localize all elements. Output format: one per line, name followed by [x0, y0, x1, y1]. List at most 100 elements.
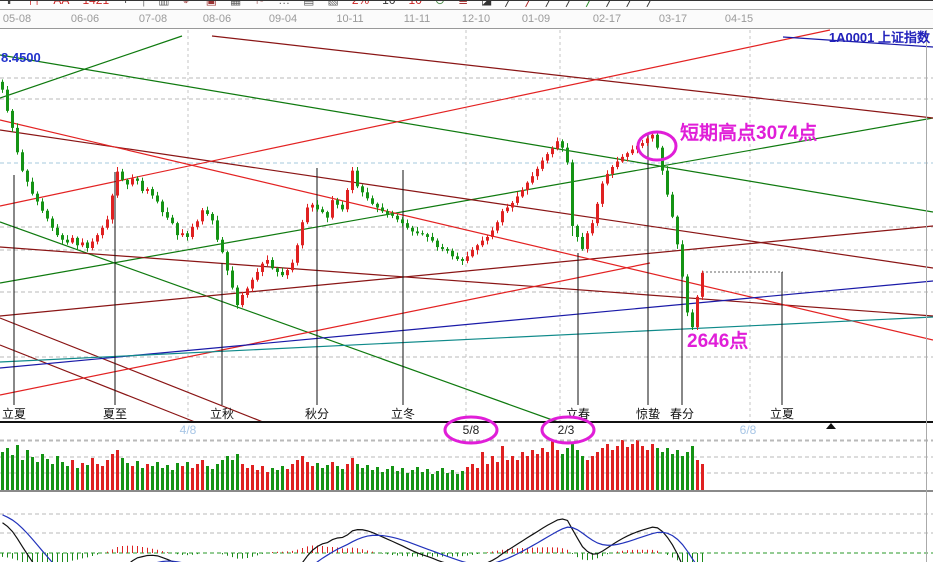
- volume-bar: [341, 469, 344, 490]
- volume-bar: [321, 468, 324, 490]
- volume-bar: [146, 464, 149, 490]
- pen-icon[interactable]: ✐: [182, 0, 193, 7]
- candle: [601, 183, 604, 204]
- candle: [121, 171, 124, 180]
- candle: [6, 89, 9, 111]
- volume-bar: [21, 460, 24, 490]
- volume-bar: [241, 464, 244, 490]
- volume-bar: [416, 467, 419, 490]
- trend-line[interactable]: [0, 54, 933, 213]
- table-icon[interactable]: ▤: [303, 0, 315, 7]
- volume-bar: [221, 460, 224, 490]
- volume-bar: [251, 465, 254, 490]
- candle: [186, 233, 189, 237]
- candle: [136, 178, 139, 181]
- volume-bar: [101, 466, 104, 490]
- trend-line[interactable]: [0, 35, 183, 99]
- trend-line[interactable]: [0, 225, 933, 317]
- date-label: 07-08: [138, 13, 168, 25]
- chart-grid-icon[interactable]: ▦: [230, 0, 242, 7]
- volume-bar: [381, 472, 384, 490]
- candle: [171, 217, 174, 224]
- pointer-icon[interactable]: ◪: [481, 0, 493, 7]
- stamp-icon[interactable]: ▣: [205, 0, 218, 7]
- volume-bar: [296, 460, 299, 490]
- trend-line[interactable]: [0, 262, 651, 396]
- trend-line[interactable]: [211, 35, 933, 119]
- trendline-icon[interactable]: ╱: [606, 0, 614, 7]
- trend-line[interactable]: [0, 221, 559, 423]
- volume-bar: [161, 468, 164, 490]
- volume-bar: [226, 456, 229, 490]
- volume-bar: [1, 452, 4, 490]
- candle: [411, 227, 414, 232]
- volume-bar: [206, 466, 209, 490]
- text-tool-icon[interactable]: AA: [53, 0, 70, 7]
- trendline-icon[interactable]: ╱: [566, 0, 574, 7]
- candle: [191, 226, 194, 237]
- candle: [391, 213, 394, 216]
- highlight-circle-5-8[interactable]: [443, 415, 499, 445]
- trendline-icon[interactable]: ╱: [525, 0, 533, 7]
- trendline-icon[interactable]: ╱: [545, 0, 554, 7]
- volume-bar: [676, 450, 679, 490]
- trend-line[interactable]: [0, 129, 933, 269]
- volume-bar: [581, 456, 584, 490]
- separator-bar[interactable]: |: [142, 0, 146, 7]
- trend-line[interactable]: [0, 316, 933, 363]
- volume-bar: [136, 461, 139, 490]
- volume-bar: [141, 468, 144, 490]
- candle: [196, 221, 199, 227]
- trendline-icon[interactable]: ╱: [626, 0, 634, 7]
- volume-bar: [131, 466, 134, 490]
- trend-line[interactable]: [0, 117, 933, 284]
- candle: [431, 236, 434, 241]
- candle: [441, 247, 444, 249]
- date-label: 10-11: [336, 13, 364, 25]
- volume-bar: [376, 467, 379, 490]
- drawer-icon[interactable]: ▥: [158, 0, 170, 7]
- volume-bar: [526, 456, 529, 490]
- trend-line[interactable]: [0, 246, 933, 317]
- highlight-circle-2-3[interactable]: [540, 415, 596, 445]
- cylinder-icon[interactable]: ⊖: [434, 0, 445, 7]
- volume-bar: [681, 456, 684, 490]
- candle: [266, 259, 269, 264]
- trendline-icon[interactable]: ╱: [505, 0, 513, 7]
- candle: [146, 189, 149, 191]
- dots-icon[interactable]: …: [278, 0, 291, 7]
- highlight-circle-peak[interactable]: [636, 130, 678, 162]
- trend-line[interactable]: [0, 280, 933, 369]
- low-annotation[interactable]: 2646点: [687, 330, 748, 352]
- trendline-icon[interactable]: ╱: [647, 0, 655, 7]
- candle: [86, 242, 89, 249]
- trend-line[interactable]: [0, 344, 196, 423]
- percent-icon[interactable]: 2%: [351, 0, 370, 7]
- volume-bar: [591, 456, 594, 490]
- trend-line[interactable]: [0, 29, 831, 207]
- volume-bar: [516, 460, 519, 490]
- layers-icon[interactable]: ≣: [457, 0, 469, 7]
- high-annotation[interactable]: 短期高点3074点: [680, 121, 817, 144]
- volume-bar: [666, 448, 669, 490]
- number-10-icon[interactable]: 10: [382, 0, 396, 7]
- crosshair-icon[interactable]: ✚: [4, 0, 15, 7]
- trend-line[interactable]: [0, 317, 264, 423]
- trend-line[interactable]: [0, 119, 933, 341]
- candle: [521, 190, 524, 197]
- candle: [361, 186, 364, 193]
- marker-icon[interactable]: ††: [27, 0, 41, 7]
- plus-tool-icon[interactable]: +: [122, 0, 130, 7]
- volume-bar: [566, 448, 569, 490]
- volume-bar: [646, 450, 649, 490]
- volume-bar: [626, 447, 629, 490]
- panel-icon[interactable]: ▧: [327, 0, 339, 7]
- number-10-red-icon[interactable]: 10: [408, 0, 422, 7]
- flag-icon[interactable]: ⚑: [254, 0, 266, 7]
- date-label: 05-08: [2, 13, 32, 25]
- trend-line[interactable]: [782, 36, 933, 48]
- trendline-icon[interactable]: ╱: [586, 0, 594, 7]
- counter-icon[interactable]: 1421: [82, 0, 110, 7]
- volume-bar: [691, 446, 694, 490]
